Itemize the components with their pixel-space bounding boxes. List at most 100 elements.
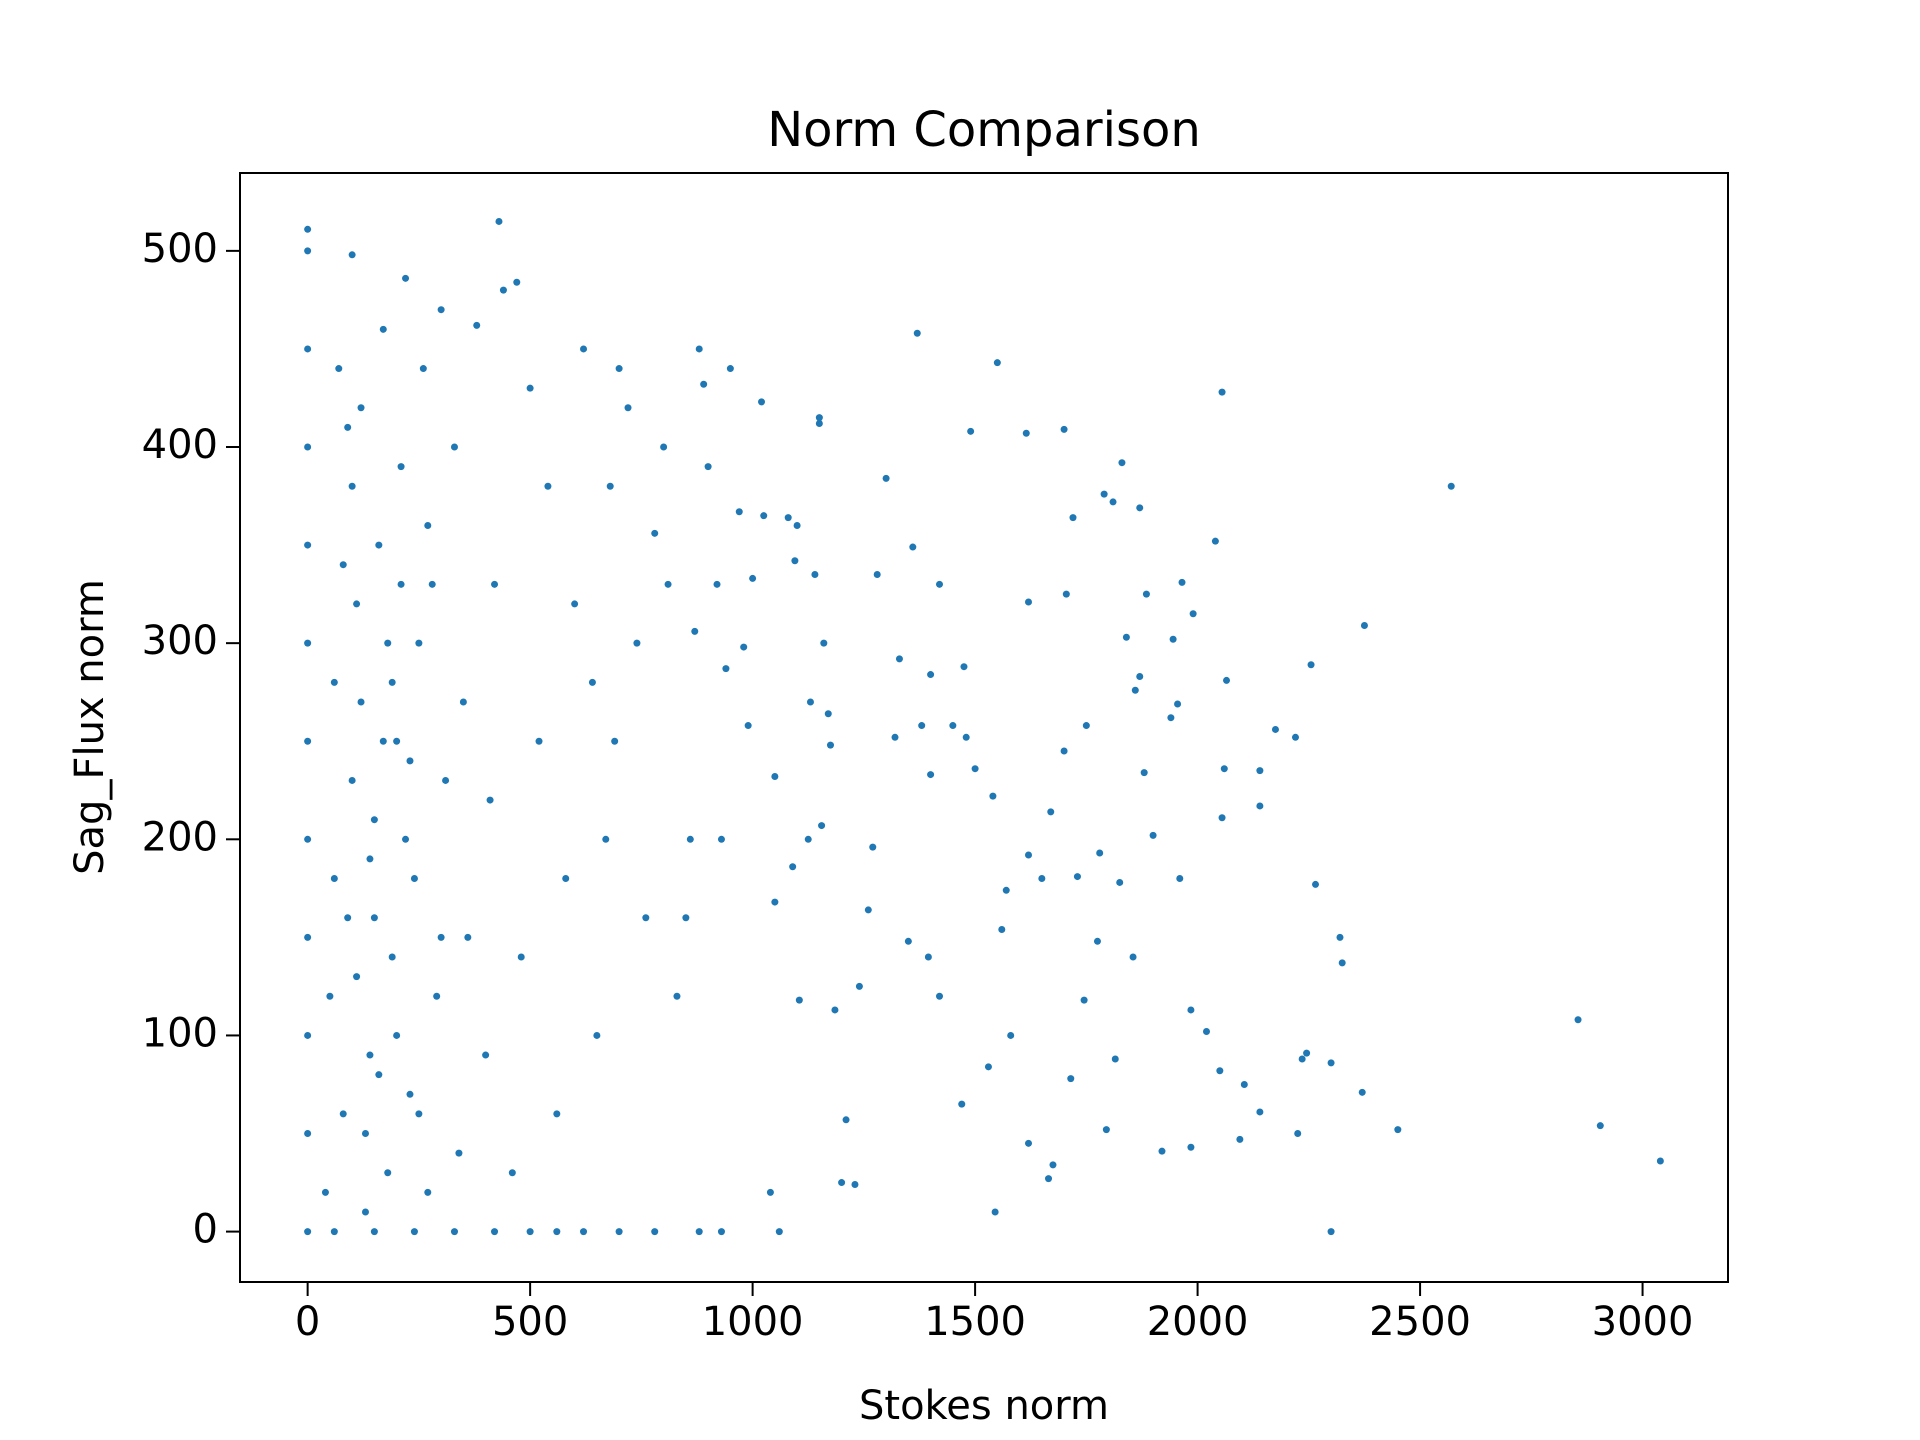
point bbox=[766, 1188, 774, 1196]
point bbox=[1656, 1157, 1664, 1165]
point bbox=[388, 678, 396, 686]
point bbox=[379, 325, 387, 333]
point bbox=[1080, 996, 1088, 1004]
point bbox=[1073, 873, 1081, 881]
point bbox=[335, 365, 343, 373]
point bbox=[428, 580, 436, 588]
point bbox=[1303, 1049, 1311, 1057]
point bbox=[989, 792, 997, 800]
point bbox=[1327, 1228, 1335, 1236]
point bbox=[842, 1116, 850, 1124]
point bbox=[553, 1228, 561, 1236]
point bbox=[593, 1031, 601, 1039]
point bbox=[379, 737, 387, 745]
point bbox=[686, 835, 694, 843]
y-tick-label: 100 bbox=[142, 1010, 218, 1056]
point bbox=[791, 557, 799, 565]
point bbox=[1294, 1130, 1302, 1138]
point bbox=[304, 737, 312, 745]
point bbox=[304, 1228, 312, 1236]
y-tick-label: 0 bbox=[193, 1207, 218, 1253]
point bbox=[1187, 1143, 1195, 1151]
point bbox=[918, 722, 926, 730]
point bbox=[1223, 676, 1231, 684]
point bbox=[304, 933, 312, 941]
point bbox=[1111, 1055, 1119, 1063]
point bbox=[717, 1228, 725, 1236]
point bbox=[927, 771, 935, 779]
point bbox=[602, 835, 610, 843]
point bbox=[991, 1208, 999, 1216]
point bbox=[1140, 769, 1148, 777]
point bbox=[704, 463, 712, 471]
point bbox=[1189, 610, 1197, 618]
point bbox=[1218, 388, 1226, 396]
point bbox=[406, 1090, 414, 1098]
point bbox=[562, 875, 570, 883]
point bbox=[1596, 1122, 1604, 1130]
point bbox=[361, 1130, 369, 1138]
point bbox=[1360, 622, 1368, 630]
point bbox=[1069, 514, 1077, 522]
point bbox=[415, 1110, 423, 1118]
y-tick-label: 300 bbox=[142, 618, 218, 664]
x-tick-label: 2000 bbox=[1147, 1299, 1249, 1345]
points bbox=[304, 217, 1664, 1236]
point bbox=[793, 521, 801, 529]
point bbox=[695, 1228, 703, 1236]
point bbox=[691, 627, 699, 635]
point bbox=[330, 875, 338, 883]
point bbox=[624, 404, 632, 412]
point bbox=[1447, 482, 1455, 490]
point bbox=[1167, 714, 1175, 722]
point bbox=[1082, 722, 1090, 730]
point bbox=[695, 345, 703, 353]
point bbox=[873, 571, 881, 579]
point bbox=[958, 1100, 966, 1108]
point bbox=[1327, 1059, 1335, 1067]
point bbox=[410, 1228, 418, 1236]
point bbox=[1093, 937, 1101, 945]
point bbox=[1178, 578, 1186, 586]
point bbox=[758, 398, 766, 406]
point bbox=[851, 1181, 859, 1189]
point bbox=[1256, 767, 1264, 775]
point bbox=[1118, 459, 1126, 467]
point bbox=[611, 737, 619, 745]
point bbox=[486, 796, 494, 804]
point bbox=[660, 443, 668, 451]
x-tick-label: 500 bbox=[492, 1299, 568, 1345]
point bbox=[1002, 886, 1010, 894]
point bbox=[1136, 504, 1144, 512]
point bbox=[384, 1169, 392, 1177]
point bbox=[795, 996, 803, 1004]
point bbox=[1236, 1135, 1244, 1143]
point bbox=[1109, 498, 1117, 506]
point bbox=[419, 365, 427, 373]
x-tick-label: 1000 bbox=[702, 1299, 804, 1345]
point bbox=[588, 678, 596, 686]
point bbox=[1240, 1080, 1248, 1088]
point bbox=[1100, 490, 1108, 498]
point bbox=[495, 217, 503, 225]
point bbox=[1129, 953, 1137, 961]
point bbox=[960, 663, 968, 671]
point bbox=[775, 1228, 783, 1236]
point bbox=[442, 776, 450, 784]
point bbox=[459, 698, 467, 706]
point bbox=[818, 822, 826, 830]
point bbox=[1102, 1126, 1110, 1134]
point bbox=[535, 737, 543, 745]
point bbox=[397, 463, 405, 471]
point bbox=[962, 733, 970, 741]
point bbox=[1122, 633, 1130, 641]
point bbox=[1149, 831, 1157, 839]
point bbox=[339, 561, 347, 569]
point bbox=[344, 423, 352, 431]
point bbox=[348, 776, 356, 784]
point bbox=[1174, 700, 1182, 708]
point bbox=[713, 580, 721, 588]
point bbox=[304, 247, 312, 255]
point bbox=[984, 1063, 992, 1071]
